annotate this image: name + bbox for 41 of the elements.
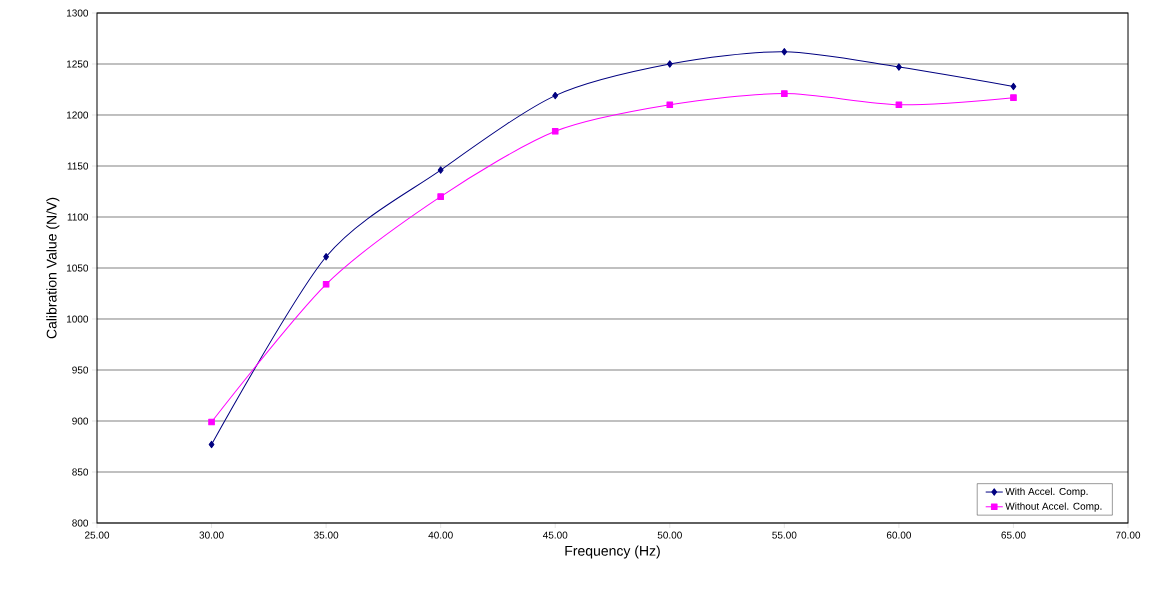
point	[437, 193, 444, 200]
x-tick-label: 60.00	[886, 531, 912, 539]
point	[1010, 82, 1017, 91]
point	[895, 101, 903, 109]
x-tick-label: 40.00	[428, 531, 453, 539]
x-tick-label: 45.00	[542, 531, 568, 539]
x-tick-label: 70.00	[1116, 531, 1141, 539]
y-tick-label: 1250	[66, 60, 89, 68]
y-tick-label: 800	[72, 519, 89, 527]
y-tick-label: 950	[72, 366, 89, 374]
point	[666, 101, 674, 109]
point	[1010, 94, 1017, 101]
x-axis-title: Frequency (Hz)	[565, 545, 660, 559]
x-tick-label: 65.00	[1001, 531, 1026, 539]
point	[781, 48, 788, 56]
y-axis-title: Calibration Value (N/V)	[46, 197, 60, 339]
y-tick-label: 1100	[67, 213, 89, 221]
y-tick-label: 1300	[66, 9, 89, 17]
x-tick-label: 25.00	[84, 531, 110, 539]
point	[437, 166, 444, 174]
y-tick-label: 850	[72, 468, 89, 476]
y-tick-label: 1050	[66, 264, 89, 272]
point	[208, 440, 215, 449]
point	[208, 418, 215, 426]
point	[323, 253, 330, 261]
point	[551, 128, 559, 135]
y-tick-label: 900	[72, 417, 89, 425]
y-tick-label: 1000	[66, 315, 89, 323]
x-tick-label: 30.00	[199, 531, 224, 539]
y-tick-label: 1200	[66, 111, 89, 119]
x-tick-label: 35.00	[313, 531, 339, 539]
point	[552, 91, 559, 100]
legend-label: Without Accel. Comp.	[1005, 502, 1102, 512]
legend-label: With Accel. Comp.	[1005, 487, 1088, 497]
point	[896, 63, 902, 71]
point	[322, 281, 330, 288]
x-tick-label: 50.00	[657, 531, 682, 539]
x-tick-label: 55.00	[772, 531, 797, 539]
point	[666, 60, 673, 68]
y-tick-label: 1150	[67, 162, 89, 170]
point	[781, 90, 788, 97]
